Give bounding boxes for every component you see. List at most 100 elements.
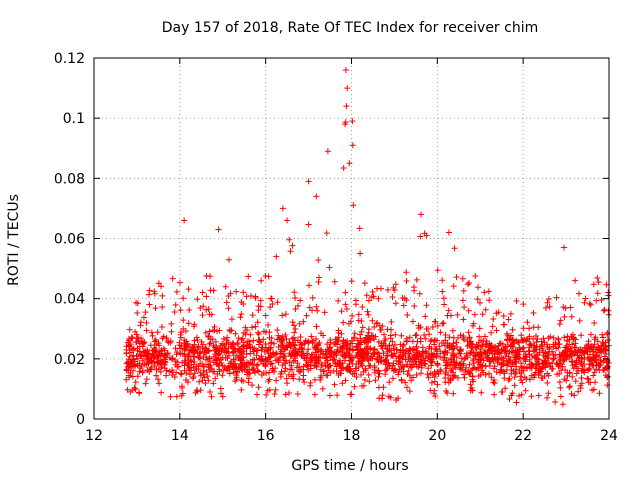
data-point	[569, 341, 576, 348]
data-point	[284, 217, 291, 224]
data-point	[301, 379, 308, 386]
data-point	[568, 358, 575, 365]
data-point	[212, 375, 219, 382]
data-point	[404, 312, 411, 319]
data-point	[605, 289, 612, 296]
data-point	[378, 285, 385, 292]
data-point	[531, 371, 538, 378]
data-point	[365, 371, 372, 378]
data-point	[206, 333, 213, 340]
data-point	[244, 342, 251, 349]
data-point	[132, 386, 139, 393]
data-point	[456, 360, 463, 367]
data-point	[249, 360, 256, 367]
data-point	[528, 342, 535, 349]
data-point	[126, 353, 133, 360]
data-point	[344, 85, 351, 92]
data-point	[192, 389, 199, 396]
data-point	[162, 354, 169, 361]
data-point	[147, 342, 154, 349]
data-point	[585, 341, 592, 348]
data-point	[585, 375, 592, 382]
data-point	[155, 352, 162, 359]
data-point	[317, 347, 324, 354]
data-point	[593, 366, 600, 373]
data-point	[321, 309, 328, 316]
data-point	[586, 365, 593, 372]
data-point	[342, 289, 349, 296]
data-point	[160, 345, 167, 352]
data-point	[306, 282, 313, 289]
data-point	[482, 306, 489, 313]
data-point	[257, 297, 264, 304]
data-point	[518, 337, 525, 344]
data-point	[498, 361, 505, 368]
data-point	[364, 332, 371, 339]
data-point	[328, 348, 335, 355]
data-point	[378, 326, 385, 333]
data-point	[304, 363, 311, 370]
data-point	[159, 304, 166, 311]
data-point	[168, 328, 175, 335]
data-point	[379, 323, 386, 330]
data-point	[424, 371, 431, 378]
data-point	[124, 386, 131, 393]
data-point	[326, 392, 333, 399]
data-point	[169, 372, 176, 379]
data-point	[561, 334, 568, 341]
data-point	[197, 369, 204, 376]
data-point	[562, 366, 569, 373]
data-point	[505, 316, 512, 323]
data-point	[459, 275, 466, 282]
data-point	[559, 401, 566, 408]
data-points	[123, 67, 612, 408]
data-point	[228, 316, 235, 323]
data-point	[316, 274, 323, 281]
data-point	[245, 273, 252, 280]
data-point	[254, 361, 261, 368]
data-point	[132, 328, 139, 335]
data-point	[560, 357, 567, 364]
data-point	[357, 250, 364, 257]
data-point	[544, 394, 551, 401]
data-point	[173, 288, 180, 295]
data-point	[351, 383, 358, 390]
data-point	[398, 376, 405, 383]
data-point	[221, 341, 228, 348]
data-point	[243, 293, 250, 300]
data-point	[289, 242, 296, 249]
data-point	[317, 330, 324, 337]
data-point	[340, 164, 347, 171]
data-point	[313, 336, 320, 343]
data-point	[239, 367, 246, 374]
data-point	[266, 334, 273, 341]
data-point	[474, 296, 481, 303]
data-point	[413, 361, 420, 368]
data-point	[403, 269, 410, 276]
data-point	[392, 281, 399, 288]
data-point	[472, 344, 479, 351]
data-point	[567, 304, 574, 311]
data-point	[250, 348, 257, 355]
data-point	[507, 310, 514, 317]
data-point	[469, 387, 476, 394]
data-point	[311, 391, 318, 398]
data-point	[206, 340, 213, 347]
data-point	[357, 331, 364, 338]
data-point	[292, 295, 299, 302]
data-point	[478, 350, 485, 357]
data-point	[193, 334, 200, 341]
data-point	[447, 312, 454, 319]
data-point	[357, 335, 364, 342]
data-point	[191, 337, 198, 344]
data-point	[486, 297, 493, 304]
data-point	[344, 346, 351, 353]
data-point	[276, 335, 283, 342]
data-point	[352, 365, 359, 372]
data-point	[267, 354, 274, 361]
data-point	[505, 377, 512, 384]
data-point	[267, 295, 274, 302]
y-tick-label: 0.02	[54, 352, 85, 368]
data-point	[183, 370, 190, 377]
data-point	[260, 369, 267, 376]
